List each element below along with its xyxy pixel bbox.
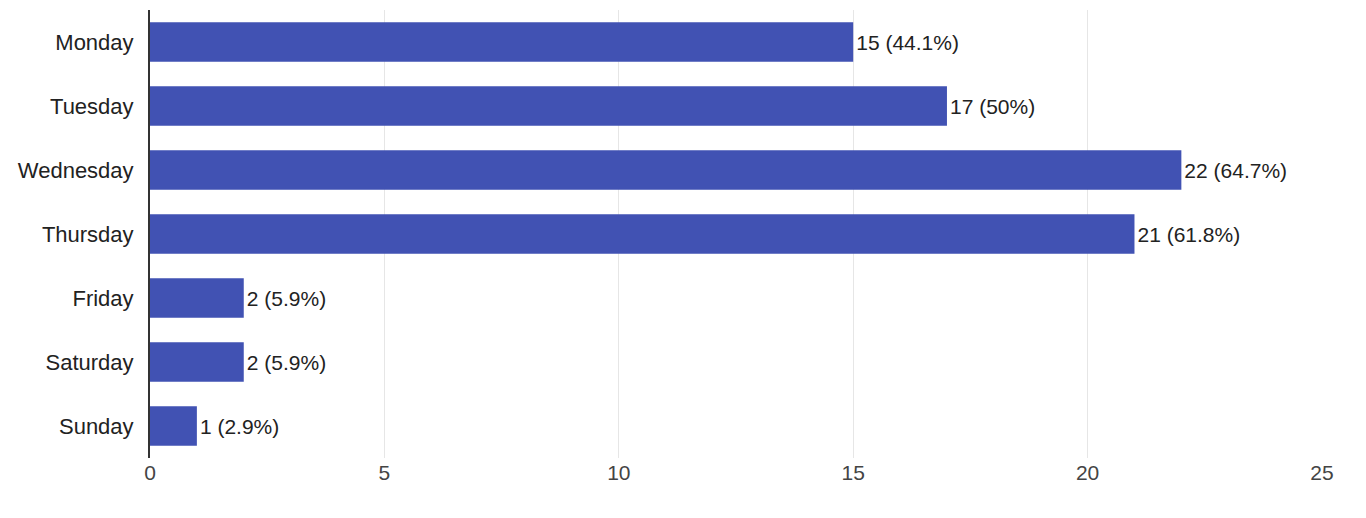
svg-text:20: 20 xyxy=(1076,461,1099,484)
svg-text:21 (61.8%): 21 (61.8%) xyxy=(1137,223,1240,246)
svg-text:22 (64.7%): 22 (64.7%) xyxy=(1184,159,1287,182)
svg-text:Friday: Friday xyxy=(72,286,133,311)
svg-text:17 (50%): 17 (50%) xyxy=(950,95,1035,118)
svg-text:15: 15 xyxy=(842,461,865,484)
svg-text:5: 5 xyxy=(379,461,391,484)
svg-text:15 (44.1%): 15 (44.1%) xyxy=(856,31,959,54)
svg-text:2 (5.9%): 2 (5.9%) xyxy=(247,287,326,310)
svg-text:Wednesday: Wednesday xyxy=(18,158,134,183)
svg-text:Saturday: Saturday xyxy=(46,350,134,375)
svg-text:25: 25 xyxy=(1310,461,1333,484)
svg-text:1 (2.9%): 1 (2.9%) xyxy=(200,415,279,438)
svg-text:Tuesday: Tuesday xyxy=(50,94,134,119)
svg-text:Thursday: Thursday xyxy=(42,222,134,247)
svg-text:2 (5.9%): 2 (5.9%) xyxy=(247,351,326,374)
svg-text:Sunday: Sunday xyxy=(59,414,134,439)
svg-text:Monday: Monday xyxy=(55,30,133,55)
svg-text:0: 0 xyxy=(144,461,156,484)
svg-text:10: 10 xyxy=(607,461,630,484)
